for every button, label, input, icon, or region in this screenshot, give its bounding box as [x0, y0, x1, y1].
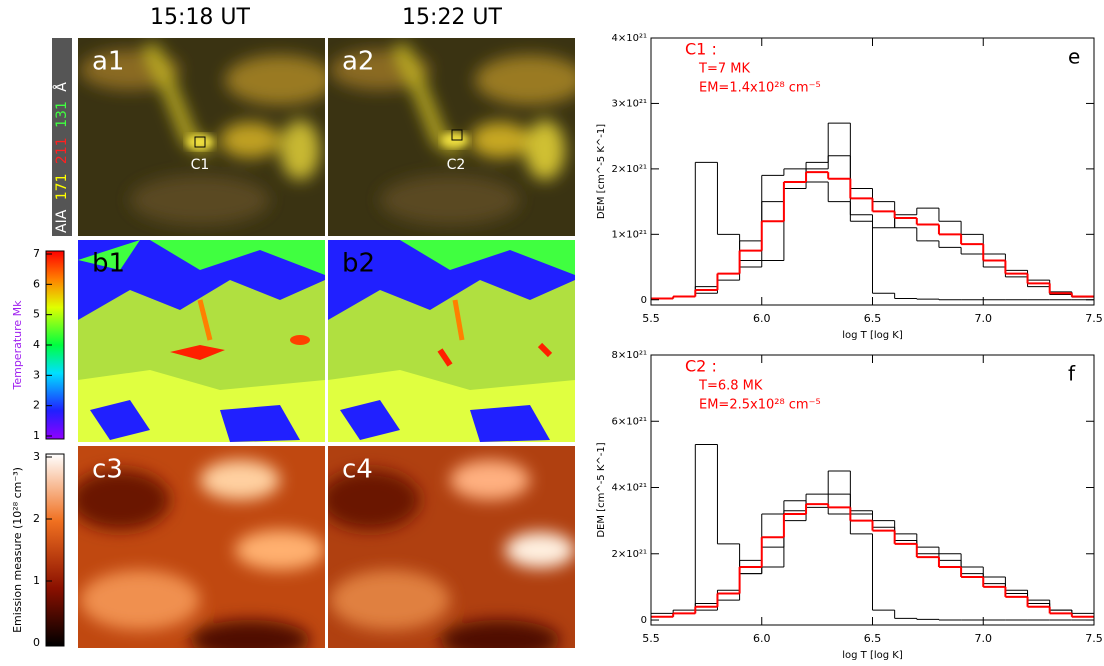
point-label: C2	[447, 157, 466, 173]
panel-label: c4	[342, 455, 373, 485]
colorbar-tick-label: 2	[33, 512, 40, 525]
image-c3	[78, 446, 325, 648]
x-tick-label: 5.5	[642, 632, 660, 645]
panel-label: e	[1068, 45, 1080, 69]
y-tick-label: 0	[641, 295, 647, 306]
aia-word: AIA	[54, 209, 70, 233]
annotation: EM=2.5x10²⁸ cm⁻⁵	[699, 398, 821, 413]
colorbar-tick-label: 3	[33, 368, 40, 381]
x-tick-label: 7.5	[1085, 632, 1103, 645]
x-tick-label: 6.0	[753, 312, 771, 325]
aia-word: Å	[53, 82, 70, 92]
colorbar	[45, 453, 65, 647]
panel-label: c3	[92, 455, 123, 485]
colorbar-tick-label: 3	[33, 450, 40, 463]
region-box	[194, 136, 206, 148]
y-tick-label: 6×10²¹	[612, 416, 647, 427]
image-c4	[328, 446, 575, 648]
x-tick-label: 6.0	[753, 632, 771, 645]
colorbar-tick-label: 2	[33, 399, 40, 412]
y-tick-label: 2×10²¹	[612, 164, 647, 175]
colorbar-label: Emission measure (10²⁸ cm⁻³)	[11, 467, 24, 633]
colorbar-tick-label: 1	[33, 429, 40, 442]
aia-word: 211	[54, 137, 70, 164]
y-tick-label: 4×10²¹	[612, 483, 647, 494]
y-tick-label: 1×10²¹	[612, 229, 647, 240]
colorbar-tick-label: 6	[33, 277, 40, 290]
panel-label: a1	[92, 47, 124, 77]
column-title: 15:22 UT	[402, 5, 502, 30]
x-axis-label: log T [log K]	[842, 330, 903, 341]
annotation: C2 :	[685, 357, 717, 376]
x-axis-label: log T [log K]	[842, 650, 903, 661]
point-label: C1	[191, 157, 210, 173]
annotation: T=7 MK	[698, 62, 750, 77]
y-axis-label: DEM [cm^-5 K^-1]	[596, 442, 607, 537]
x-tick-label: 7.0	[975, 632, 993, 645]
y-tick-label: 3×10²¹	[612, 98, 647, 109]
colorbar-label: Temperature Mk	[11, 300, 24, 391]
colorbar-tick-label: 0	[33, 636, 40, 649]
annotation: C1 :	[685, 40, 717, 59]
y-tick-label: 4×10²¹	[612, 33, 647, 44]
panel-label: a2	[342, 47, 374, 77]
x-tick-label: 7.0	[975, 312, 993, 325]
x-tick-label: 5.5	[642, 312, 660, 325]
panel-label: f	[1068, 362, 1076, 386]
column-title: 15:18 UT	[150, 5, 250, 30]
annotation: T=6.8 MK	[698, 379, 763, 394]
x-tick-label: 6.5	[864, 312, 882, 325]
y-tick-label: 8×10²¹	[612, 350, 647, 361]
panel-label: b2	[342, 249, 375, 279]
x-tick-label: 7.5	[1085, 312, 1103, 325]
colorbar-tick-label: 1	[33, 574, 40, 587]
aia-word: 171	[54, 174, 70, 201]
image-a2	[328, 38, 575, 236]
aia-strip	[52, 38, 72, 236]
aia-label: AIA 171 211 131 Å	[53, 82, 70, 233]
colorbar-tick-label: 7	[33, 247, 40, 260]
annotation: EM=1.4x10²⁸ cm⁻⁵	[699, 81, 821, 96]
image-b2	[328, 240, 575, 442]
colorbar-tick-label: 4	[33, 338, 40, 351]
y-axis-label: DEM [cm^-5 K^-1]	[596, 124, 607, 219]
region-box	[451, 129, 463, 141]
x-tick-label: 6.5	[864, 632, 882, 645]
image-b1	[78, 240, 325, 442]
colorbar-tick-label: 5	[33, 308, 40, 321]
aia-word: 131	[54, 101, 70, 128]
y-tick-label: 0	[641, 615, 647, 626]
panel-label: b1	[92, 249, 125, 279]
y-tick-label: 2×10²¹	[612, 549, 647, 560]
